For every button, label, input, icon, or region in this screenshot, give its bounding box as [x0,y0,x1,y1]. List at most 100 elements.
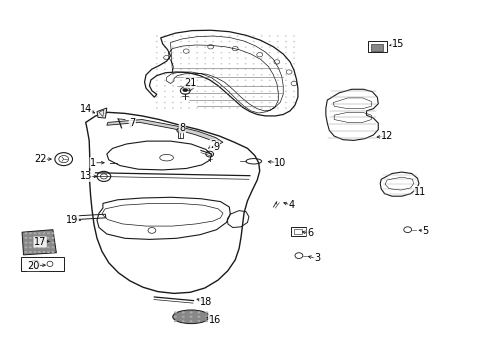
Circle shape [220,80,222,81]
Circle shape [237,35,239,37]
Circle shape [24,246,27,248]
FancyBboxPatch shape [371,44,383,51]
Circle shape [220,96,222,98]
Circle shape [180,107,182,109]
Circle shape [245,91,246,92]
Circle shape [164,35,166,37]
Circle shape [228,107,230,109]
Circle shape [228,85,230,86]
Circle shape [38,251,41,253]
Circle shape [24,237,27,239]
Circle shape [228,80,230,81]
Text: 2: 2 [210,140,216,150]
Circle shape [269,68,271,70]
Circle shape [237,46,239,48]
Circle shape [188,74,190,76]
Circle shape [245,74,246,76]
Circle shape [156,35,158,37]
Circle shape [38,246,41,248]
Circle shape [164,52,166,53]
Circle shape [245,68,246,70]
Circle shape [285,80,287,81]
Circle shape [228,41,230,42]
Circle shape [293,46,295,48]
Text: 8: 8 [179,123,185,133]
Circle shape [253,80,255,81]
Circle shape [277,91,279,92]
Circle shape [269,85,271,86]
Circle shape [180,102,182,103]
Circle shape [212,63,214,64]
Circle shape [172,85,174,86]
Circle shape [293,107,295,109]
Circle shape [29,237,32,239]
Polygon shape [184,83,194,91]
Circle shape [293,68,295,70]
Circle shape [156,102,158,103]
Circle shape [51,232,54,234]
Circle shape [156,96,158,98]
Circle shape [164,46,166,48]
Circle shape [228,58,230,59]
Circle shape [196,80,198,81]
Circle shape [277,35,279,37]
Circle shape [293,74,295,76]
Circle shape [285,46,287,48]
Circle shape [204,68,206,70]
Circle shape [43,242,46,244]
Circle shape [245,85,246,86]
Circle shape [24,232,27,234]
Circle shape [293,85,295,86]
Circle shape [196,68,198,70]
Ellipse shape [172,310,210,324]
Circle shape [277,58,279,59]
Circle shape [197,320,200,322]
Circle shape [220,102,222,103]
Circle shape [24,242,27,244]
Circle shape [261,41,263,42]
Circle shape [253,46,255,48]
Circle shape [277,41,279,42]
Circle shape [164,96,166,98]
Circle shape [172,96,174,98]
Circle shape [261,52,263,53]
Circle shape [204,85,206,86]
Circle shape [293,80,295,81]
Circle shape [188,107,190,109]
Circle shape [220,68,222,70]
Circle shape [237,74,239,76]
Circle shape [228,46,230,48]
Circle shape [212,74,214,76]
Text: 10: 10 [274,158,286,168]
Text: 22: 22 [34,154,47,164]
Circle shape [164,91,166,92]
Text: 21: 21 [184,78,196,88]
Circle shape [164,58,166,59]
Circle shape [228,52,230,53]
Circle shape [197,316,200,318]
Circle shape [33,251,36,253]
Circle shape [24,251,27,253]
Circle shape [285,68,287,70]
Circle shape [245,107,246,109]
Circle shape [261,107,263,109]
Circle shape [47,246,50,248]
Circle shape [204,58,206,59]
Circle shape [47,237,50,239]
Circle shape [172,74,174,76]
Circle shape [220,46,222,48]
Circle shape [156,68,158,70]
Circle shape [261,46,263,48]
Circle shape [33,246,36,248]
Circle shape [261,74,263,76]
Circle shape [269,63,271,64]
Circle shape [277,68,279,70]
Circle shape [253,107,255,109]
Circle shape [253,74,255,76]
Circle shape [253,58,255,59]
Circle shape [277,85,279,86]
Circle shape [277,80,279,81]
Circle shape [245,35,246,37]
Circle shape [212,96,214,98]
Circle shape [29,251,32,253]
